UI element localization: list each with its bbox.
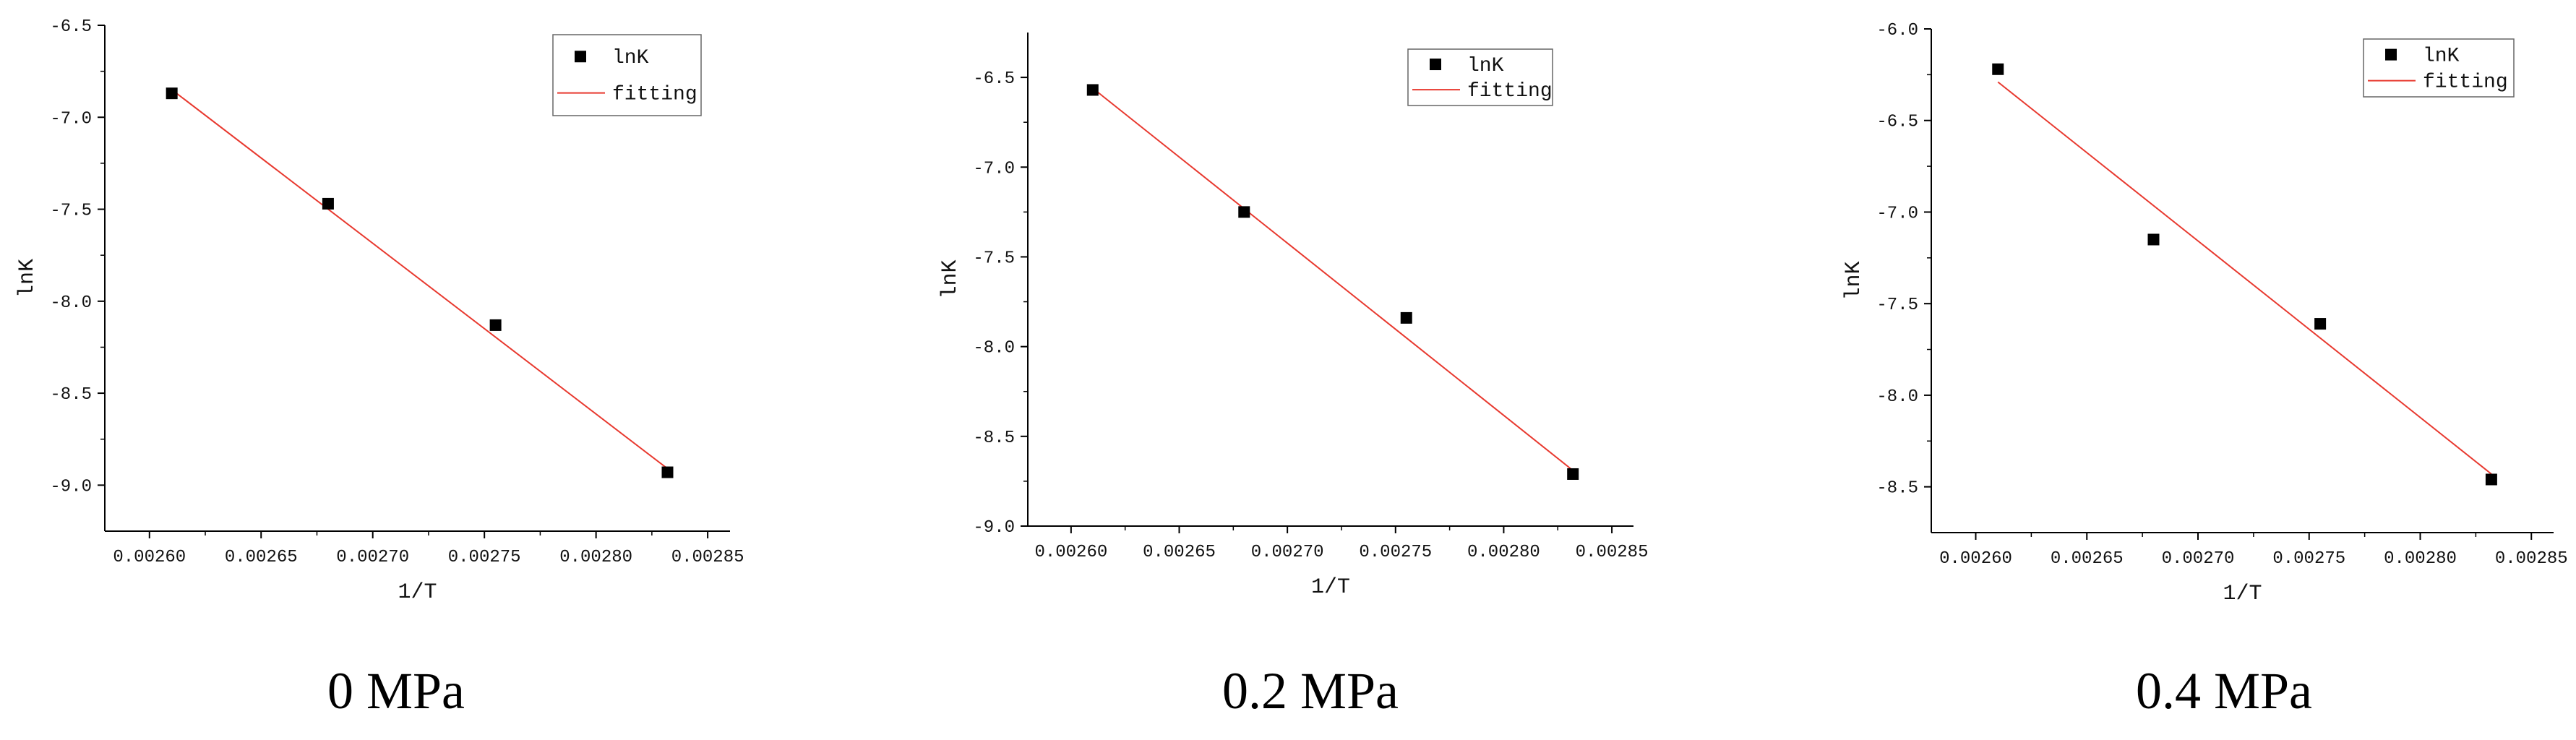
y-tick-label: -8.5 [50, 385, 92, 405]
x-tick-label: 0.00280 [2384, 549, 2457, 569]
x-axis-title: 1/T [2223, 582, 2262, 606]
legend-marker-square [1430, 59, 1441, 71]
y-tick-label: -9.0 [973, 518, 1015, 538]
panel-caption: 0.2 MPa [1222, 662, 1399, 720]
data-point [2147, 233, 2160, 246]
legend-marker-square [575, 51, 586, 63]
x-tick-label: 0.00285 [2495, 549, 2568, 569]
y-tick-label: -7.5 [973, 249, 1015, 268]
y-tick-label: -9.0 [50, 477, 92, 496]
panel-caption: 0.4 MPa [2136, 662, 2312, 720]
panel-caption: 0 MPa [327, 662, 465, 720]
legend-label: lnK [612, 47, 649, 69]
x-tick-label: 0.00260 [113, 548, 186, 567]
legend-label: fitting [1467, 80, 1553, 103]
legend-label: lnK [1467, 55, 1504, 77]
y-tick-label: -6.5 [1876, 113, 1918, 132]
y-tick-label: -6.5 [973, 69, 1015, 89]
x-tick-label: 0.00270 [1251, 543, 1324, 562]
x-tick-label: 0.00275 [1359, 543, 1432, 562]
data-point [2314, 318, 2327, 330]
x-tick-label: 0.00280 [559, 548, 632, 567]
y-tick-label: -8.5 [1876, 479, 1918, 499]
x-tick-label: 0.00260 [1939, 549, 2012, 569]
x-tick-label: 0.00280 [1467, 543, 1540, 562]
legend-label: fitting [612, 84, 697, 106]
fitting-line [1997, 81, 2492, 475]
y-tick-label: -8.0 [50, 293, 92, 313]
data-point [1086, 84, 1099, 96]
x-tick-label: 0.00265 [2051, 549, 2124, 569]
data-point [1567, 468, 1579, 480]
x-axis-title: 1/T [1311, 575, 1350, 600]
y-tick-label: -7.0 [1876, 204, 1918, 223]
y-axis-title: lnK [1842, 261, 1866, 300]
data-point [489, 319, 502, 331]
data-point [2485, 473, 2497, 486]
fitting-line [1092, 87, 1573, 471]
x-tick-label: 0.00270 [2162, 549, 2235, 569]
x-tick-label: 0.00260 [1034, 543, 1107, 562]
y-axis-title: lnK [938, 259, 963, 298]
data-point [1400, 311, 1412, 324]
legend-marker-square [2385, 48, 2397, 61]
legend-box [1407, 48, 1553, 106]
data-point [661, 466, 674, 478]
y-tick-label: -8.0 [1876, 387, 1918, 407]
legend-box [2363, 38, 2515, 98]
x-tick-label: 0.00265 [225, 548, 298, 567]
legend: lnK fitting [1407, 48, 1553, 106]
fitting-line [171, 89, 669, 470]
data-point [166, 87, 178, 100]
x-tick-label: 0.00285 [1576, 543, 1649, 562]
chart-panel-1: -6.5 -7.0 -7.5 -8.0 -8.5 -9.0 0.00260 0.00265 0.… [15, 17, 744, 720]
chart-panel-3: -6.0 -6.5 -7.0 -7.5 -8.0 -8.5 0.00260 0.00265 0.… [1842, 21, 2568, 720]
x-axis-title: 1/T [398, 580, 437, 605]
legend: lnK fitting [2363, 38, 2515, 98]
y-tick-label: -6.5 [50, 17, 92, 37]
y-tick-label: -7.5 [50, 202, 92, 221]
data-point [322, 197, 334, 210]
y-tick-label: -8.5 [973, 429, 1015, 448]
x-tick-label: 0.00270 [336, 548, 409, 567]
chart-panel-2: -6.5 -7.0 -7.5 -8.0 -8.5 -9.0 0.00260 0.00265 0.… [938, 33, 1648, 720]
y-tick-label: -7.5 [1876, 296, 1918, 315]
y-tick-label: -7.0 [50, 109, 92, 129]
x-tick-label: 0.00275 [448, 548, 521, 567]
y-tick-label: -7.0 [973, 159, 1015, 178]
data-point [1238, 206, 1250, 218]
legend-box [552, 34, 702, 116]
x-tick-label: 0.00285 [671, 548, 744, 567]
y-tick-label: -6.0 [1876, 21, 1918, 40]
legend-label: fitting [2423, 72, 2508, 94]
data-point [1992, 63, 2004, 75]
x-tick-label: 0.00265 [1143, 543, 1216, 562]
legend-label: lnK [2423, 46, 2460, 68]
y-axis-title: lnK [15, 259, 40, 298]
x-tick-label: 0.00275 [2272, 549, 2345, 569]
legend: lnK fitting [552, 34, 702, 116]
y-tick-label: -8.0 [973, 339, 1015, 358]
